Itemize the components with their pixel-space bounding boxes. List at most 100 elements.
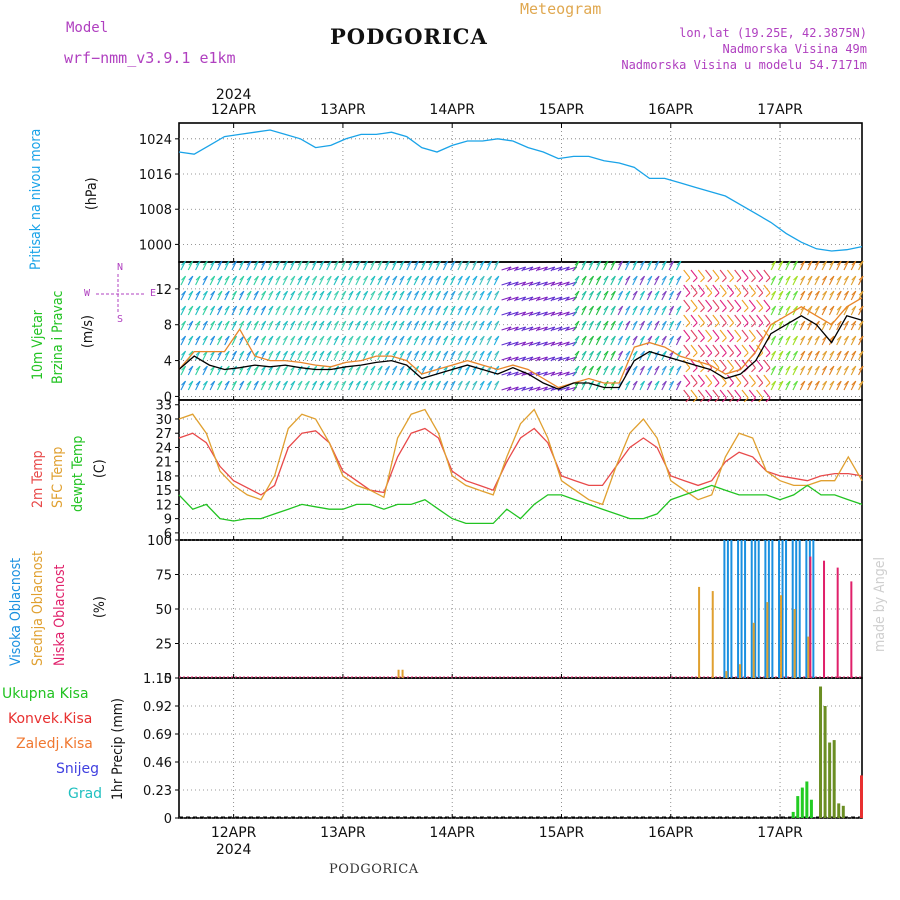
page-title: PODGORICA xyxy=(330,24,488,49)
pressure-line xyxy=(178,129,863,252)
cloud-bar xyxy=(809,556,812,678)
ytick-label-temperature: 33 xyxy=(155,399,172,414)
ytick-label-temperature: 21 xyxy=(155,456,172,471)
top-date-label: 13APR xyxy=(320,102,366,118)
wind-ylabel: (m/s) xyxy=(80,315,96,348)
cloud-bar xyxy=(807,636,810,678)
bottom-date-label: 12APR xyxy=(211,825,257,841)
cloud-bar xyxy=(726,540,729,678)
cloud-bar xyxy=(740,540,743,678)
cloud-side-label-2: Srednja Oblacnost xyxy=(30,550,46,666)
ytick-label-cloud: 50 xyxy=(155,603,172,618)
cloud-bar xyxy=(744,540,747,678)
precip-bar xyxy=(823,706,827,818)
precip-bar xyxy=(791,811,795,818)
footer-city: PODGORICA xyxy=(329,862,419,877)
ytick-label-temperature: 30 xyxy=(155,413,172,428)
ytick-label-pressure: 1008 xyxy=(139,203,172,218)
lonlat-label: lon,lat (19.25E, 42.3875N) xyxy=(679,26,867,40)
cloud-bar xyxy=(793,609,796,678)
ytick-label-temperature: 27 xyxy=(155,427,172,442)
ytick-label-cloud: 0 xyxy=(164,672,172,687)
ytick-label-temperature: 15 xyxy=(155,484,172,499)
precip-ylabel: 1hr Precip (mm) xyxy=(110,698,126,800)
precip-bar xyxy=(832,740,836,818)
cloud-bar xyxy=(823,560,826,678)
precip-bar xyxy=(860,775,863,818)
ytick-label-precip: 0 xyxy=(164,812,172,827)
ytick-label-pressure: 1016 xyxy=(139,168,172,183)
wind-speed-line xyxy=(178,315,863,390)
ytick-label-wind: 8 xyxy=(164,319,172,334)
ytick-label-precip: 0.69 xyxy=(143,728,172,743)
bottom-date-label: 13APR xyxy=(320,825,366,841)
cloud-bar xyxy=(812,540,815,678)
elevation-label: Nadmorska Visina 49m xyxy=(722,42,868,56)
panel-frame-precip xyxy=(178,677,863,819)
ytick-label-wind: 4 xyxy=(164,355,172,370)
top-year-label: 2024 xyxy=(216,87,252,103)
ytick-label-precip: 1.15 xyxy=(143,672,172,687)
precip-bar xyxy=(796,796,800,818)
watermark: made by Angel xyxy=(872,556,888,652)
model-elevation-label: Nadmorska Visina u modelu 54.7171m xyxy=(621,58,867,72)
ytick-label-wind: 12 xyxy=(155,283,172,298)
top-date-label: 17APR xyxy=(757,102,803,118)
cloud-bar xyxy=(752,622,755,678)
cloud-bar xyxy=(785,540,788,678)
ytick-label-precip: 0.46 xyxy=(143,756,172,771)
compass-e: E xyxy=(150,288,157,299)
precip-bar xyxy=(841,805,845,818)
cloud-bar xyxy=(767,540,770,678)
cloud-bar xyxy=(397,669,400,678)
precip-bar xyxy=(809,799,813,818)
temp-sfc-line xyxy=(178,408,863,506)
top-date-label: 16APR xyxy=(648,102,694,118)
temp-2m-line xyxy=(178,427,863,496)
cloud-bar xyxy=(723,540,726,678)
precip-bar xyxy=(828,742,832,818)
cloud-bar xyxy=(771,540,774,678)
cloud-bar xyxy=(766,602,769,678)
bottom-date-label: 17APR xyxy=(757,825,803,841)
precip-legend-snow: Snijeg xyxy=(56,761,100,777)
meteogram-label: Meteogram xyxy=(520,0,602,18)
cloud-bar xyxy=(737,540,740,678)
bottom-year-label: 2024 xyxy=(216,842,252,858)
precip-bar xyxy=(819,686,823,818)
wind-side-label-1: 10m Vjetar xyxy=(30,310,46,380)
model-name: wrf−nmm_v3.9.1 e1km xyxy=(64,49,236,67)
precip-legend-frozen: Zaledj.Kisa xyxy=(16,736,93,752)
top-date-label: 14APR xyxy=(429,102,475,118)
precip-bar xyxy=(805,781,809,818)
cloud-bar xyxy=(711,591,714,678)
cloud-bar xyxy=(754,540,757,678)
temp-ylabel: (C) xyxy=(92,459,108,478)
dewpt-line xyxy=(178,484,863,525)
precip-legend-total: Ukupna Kisa xyxy=(2,686,89,702)
cloud-bar xyxy=(791,540,794,678)
cloud-ylabel: (%) xyxy=(92,596,108,618)
cloud-bar xyxy=(781,540,784,678)
cloud-bar xyxy=(850,581,853,678)
ytick-label-wind: 0 xyxy=(164,390,172,405)
wind-side-label-2: Brzina i Pravac xyxy=(50,290,66,384)
cloud-bar xyxy=(798,540,801,678)
pressure-ylabel: (hPa) xyxy=(84,177,100,211)
cloud-bar xyxy=(698,586,701,678)
temp-side-label-3: dewpt Temp xyxy=(70,435,86,512)
cloud-bar xyxy=(730,540,733,678)
cloud-bar xyxy=(780,595,783,678)
temp-side-label-1: 2m Temp xyxy=(30,450,46,508)
cloud-side-label-1: Visoka Oblacnost xyxy=(8,557,24,666)
cloud-bar xyxy=(764,540,767,678)
cloud-bar xyxy=(401,669,404,678)
top-date-label: 12APR xyxy=(211,102,257,118)
cloud-side-label-3: Niska Oblacnost xyxy=(52,564,68,667)
cloud-bar xyxy=(836,567,839,678)
compass-n: N xyxy=(117,262,124,273)
cloud-bar xyxy=(805,540,808,678)
ytick-label-pressure: 1000 xyxy=(139,238,172,253)
cloud-bar xyxy=(795,540,798,678)
